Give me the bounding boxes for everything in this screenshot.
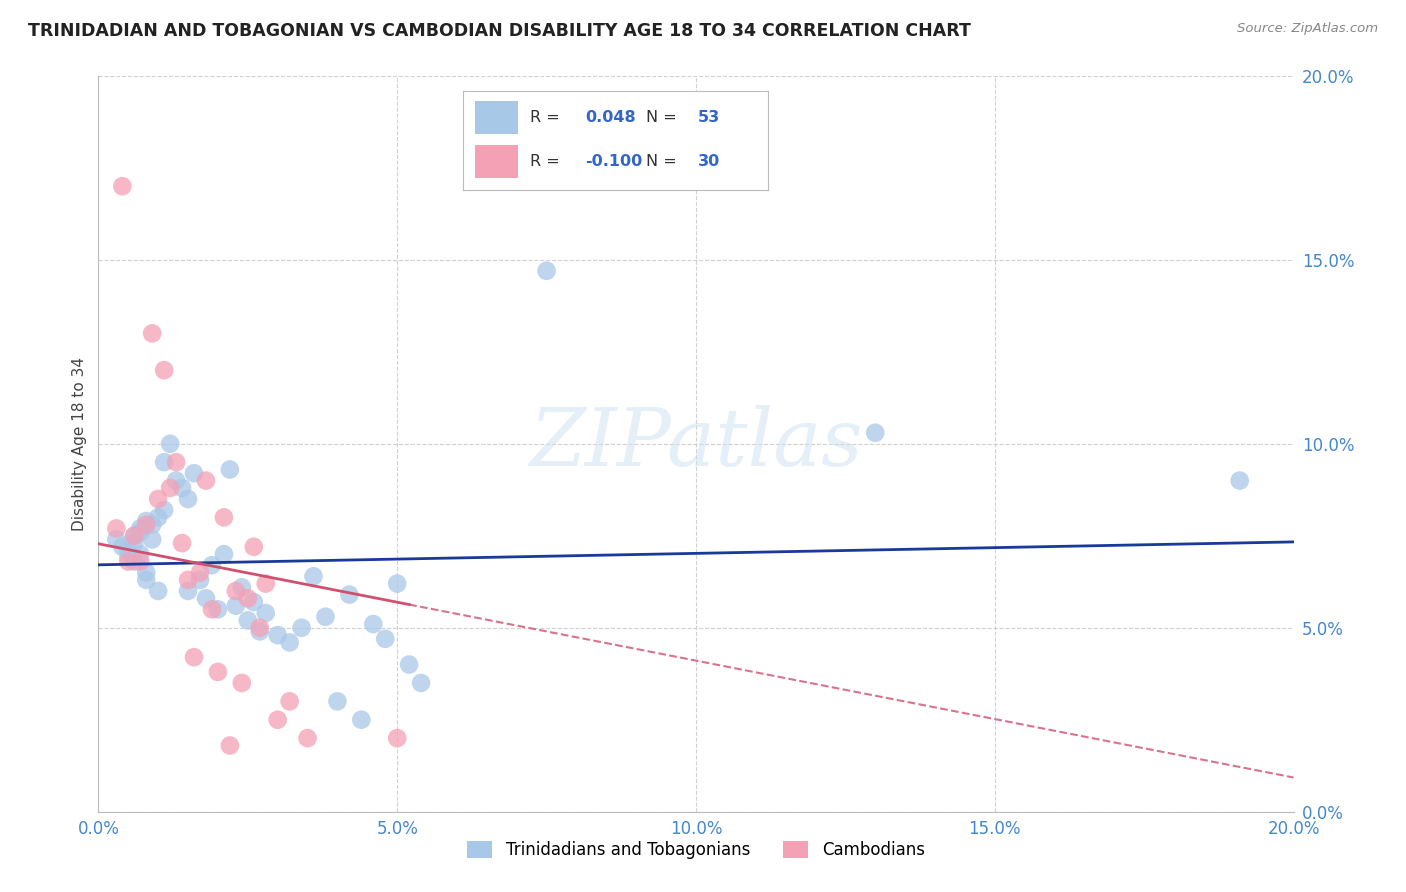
- Point: [153, 363, 176, 377]
- Point: [159, 436, 181, 450]
- Point: [302, 569, 325, 583]
- Point: [172, 481, 194, 495]
- Point: [117, 554, 139, 569]
- Point: [278, 635, 301, 649]
- Point: [219, 739, 242, 753]
- Point: [111, 540, 134, 554]
- Point: [254, 606, 277, 620]
- Point: [165, 455, 187, 469]
- Legend: Trinidadians and Tobagonians, Cambodians: Trinidadians and Tobagonians, Cambodians: [461, 834, 931, 866]
- Point: [148, 584, 170, 599]
- Point: [219, 462, 242, 476]
- Point: [172, 536, 194, 550]
- Point: [536, 264, 558, 278]
- Point: [297, 731, 319, 746]
- Point: [141, 517, 163, 532]
- Point: [278, 694, 301, 708]
- Point: [135, 517, 157, 532]
- Point: [177, 584, 200, 599]
- Point: [865, 425, 887, 440]
- Point: [124, 529, 146, 543]
- Point: [141, 326, 163, 341]
- Point: [315, 609, 337, 624]
- Point: [267, 628, 290, 642]
- Point: [231, 580, 253, 594]
- Point: [105, 533, 128, 547]
- Point: [212, 510, 235, 524]
- Point: [135, 573, 157, 587]
- Point: [159, 481, 181, 495]
- Point: [195, 591, 218, 606]
- Point: [165, 474, 187, 488]
- Point: [201, 602, 224, 616]
- Point: [212, 547, 235, 561]
- Point: [141, 533, 163, 547]
- Point: [398, 657, 420, 672]
- Point: [243, 540, 266, 554]
- Y-axis label: Disability Age 18 to 34: Disability Age 18 to 34: [72, 357, 87, 531]
- Point: [129, 521, 152, 535]
- Point: [135, 514, 157, 528]
- Point: [195, 474, 218, 488]
- Point: [148, 510, 170, 524]
- Point: [183, 466, 205, 480]
- Point: [124, 554, 146, 569]
- Point: [183, 650, 205, 665]
- Point: [350, 713, 373, 727]
- Point: [177, 573, 200, 587]
- Point: [153, 503, 176, 517]
- Point: [326, 694, 349, 708]
- Point: [153, 455, 176, 469]
- Point: [374, 632, 396, 646]
- Point: [225, 599, 247, 613]
- Point: [117, 550, 139, 565]
- Point: [291, 621, 314, 635]
- Point: [236, 591, 259, 606]
- Point: [243, 595, 266, 609]
- Point: [363, 617, 385, 632]
- Point: [231, 676, 253, 690]
- Point: [385, 731, 409, 746]
- Point: [124, 536, 146, 550]
- Point: [148, 491, 170, 506]
- Point: [236, 614, 259, 628]
- Point: [117, 543, 139, 558]
- Point: [129, 554, 152, 569]
- Point: [177, 491, 200, 506]
- Point: [135, 566, 157, 580]
- Point: [385, 576, 409, 591]
- Point: [249, 624, 271, 639]
- Point: [339, 588, 361, 602]
- Point: [105, 521, 128, 535]
- Point: [129, 547, 152, 561]
- Point: [249, 621, 271, 635]
- Point: [225, 584, 247, 599]
- Text: TRINIDADIAN AND TOBAGONIAN VS CAMBODIAN DISABILITY AGE 18 TO 34 CORRELATION CHAR: TRINIDADIAN AND TOBAGONIAN VS CAMBODIAN …: [28, 22, 972, 40]
- Point: [124, 529, 146, 543]
- Point: [254, 576, 277, 591]
- Point: [411, 676, 433, 690]
- Point: [129, 524, 152, 539]
- Point: [201, 558, 224, 573]
- Point: [188, 573, 211, 587]
- Point: [111, 179, 134, 194]
- Text: Source: ZipAtlas.com: Source: ZipAtlas.com: [1237, 22, 1378, 36]
- Text: ZIPatlas: ZIPatlas: [529, 405, 863, 483]
- Point: [188, 566, 211, 580]
- Point: [207, 602, 229, 616]
- Point: [267, 713, 290, 727]
- Point: [1229, 474, 1251, 488]
- Point: [207, 665, 229, 679]
